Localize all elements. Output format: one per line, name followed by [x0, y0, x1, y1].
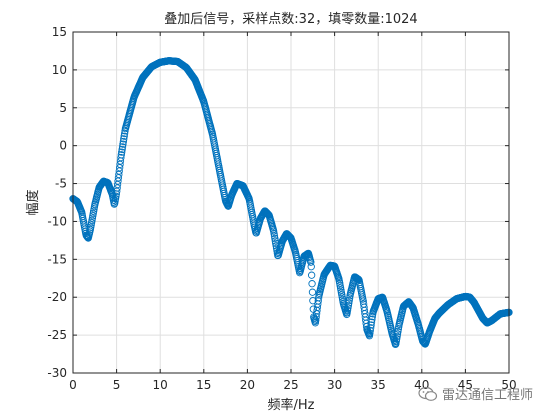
wechat-logo-icon — [418, 386, 438, 401]
data-point — [270, 227, 278, 235]
y-tick-label: 0 — [59, 139, 67, 153]
data-point — [308, 288, 317, 296]
x-tick-label: 10 — [153, 378, 168, 392]
x-tick-label: 15 — [196, 378, 211, 392]
data-point — [117, 151, 125, 159]
data-point — [271, 234, 279, 243]
data-point — [343, 306, 352, 314]
chart-title: 叠加后信号，采样点数:32，填零数量:1024 — [164, 12, 417, 27]
y-tick-label: -20 — [47, 290, 67, 304]
y-tick-label: -10 — [47, 214, 67, 228]
y-tick-label: 10 — [52, 63, 67, 77]
data-point — [314, 297, 322, 305]
data-point — [365, 332, 374, 340]
data-point — [393, 335, 401, 343]
data-point — [311, 319, 320, 327]
x-tick-label: 30 — [327, 378, 342, 392]
data-point — [308, 280, 316, 288]
data-point — [392, 339, 400, 348]
x-tick-label: 5 — [113, 378, 121, 392]
data-point — [344, 301, 353, 310]
y-tick-label: -25 — [47, 328, 67, 342]
x-axis-label: 频率/Hz — [268, 397, 315, 413]
plot-area-border — [72, 31, 510, 374]
data-point — [345, 296, 353, 305]
y-tick-label: -5 — [55, 177, 67, 191]
x-tick-label: 50 — [501, 378, 516, 392]
watermark-text: 雷达通信工程师 — [442, 388, 534, 403]
data-point — [117, 153, 125, 162]
watermark: 雷达通信工程师 — [418, 384, 533, 403]
data-point — [366, 329, 374, 337]
data-point — [343, 308, 351, 317]
data-point — [367, 324, 375, 332]
x-tick-label: 0 — [69, 378, 77, 392]
data-point — [392, 337, 400, 345]
data-point — [272, 242, 280, 250]
data-point — [307, 258, 315, 266]
data-point — [345, 299, 353, 307]
y-tick-label: -30 — [47, 366, 67, 380]
data-point — [393, 332, 401, 340]
data-point — [367, 321, 375, 329]
data-point — [393, 330, 402, 338]
x-tick-label: 35 — [371, 378, 386, 392]
x-tick-label: 20 — [240, 378, 255, 392]
data-point — [118, 143, 127, 151]
data-point — [394, 327, 402, 336]
data-point — [119, 140, 127, 148]
data-point — [309, 297, 317, 305]
y-tick-label: -15 — [47, 252, 67, 266]
data-point — [271, 237, 279, 245]
y-tick-label: 15 — [52, 25, 67, 39]
data-point — [118, 145, 126, 154]
data-point — [307, 263, 315, 271]
data-point — [120, 132, 128, 140]
data-point — [119, 137, 128, 146]
x-tick-label: 25 — [283, 378, 298, 392]
data-markers — [69, 57, 513, 349]
data-point — [270, 232, 279, 240]
data-point — [366, 326, 374, 335]
y-tick-label: 5 — [59, 101, 67, 115]
x-tick-label: 40 — [414, 378, 429, 392]
data-point — [344, 304, 352, 312]
tick-labels: 0 5 10 15 20 25 30 35 40 45 50151050-5-10-15-20-25… — [47, 25, 516, 392]
data-point — [270, 229, 278, 238]
data-point — [307, 271, 316, 279]
x-tick-label: 45 — [458, 378, 473, 392]
data-point — [367, 318, 376, 326]
data-point — [120, 135, 128, 143]
data-point — [368, 315, 376, 324]
y-axis-label: 幅度 — [25, 189, 41, 215]
data-point — [118, 148, 126, 156]
